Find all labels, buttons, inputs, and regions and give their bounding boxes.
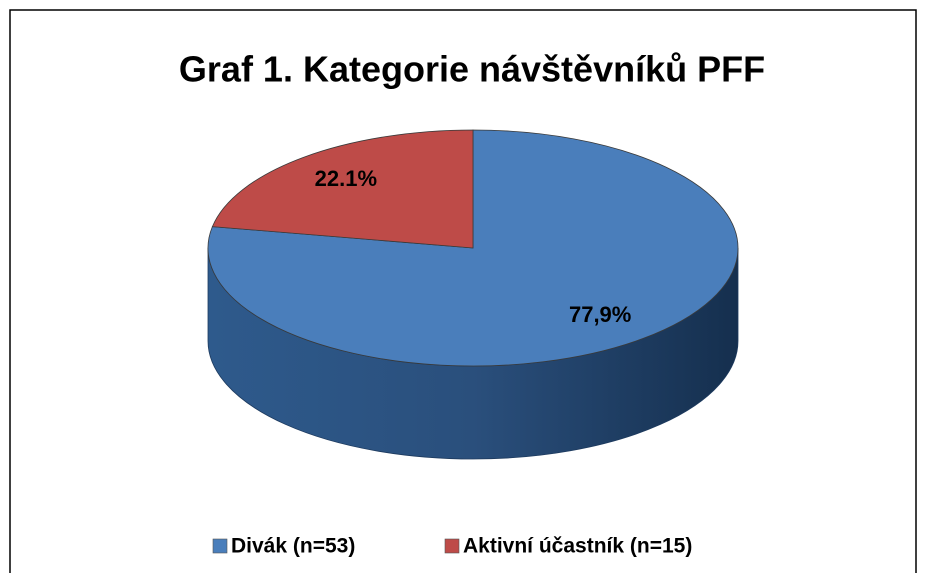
pie: 77,9% 22.1% bbox=[207, 129, 739, 460]
legend-swatch bbox=[212, 538, 228, 554]
slice bbox=[211, 129, 474, 249]
legend-label: Divák (n=53) bbox=[231, 535, 355, 558]
legend-swatch bbox=[444, 538, 460, 554]
legend-label: Aktivní účastník (n=15) bbox=[463, 535, 692, 558]
data-label: 77,9% bbox=[569, 302, 631, 327]
chart-title: Graf 1. Kategorie návštěvníků PFF bbox=[179, 49, 765, 90]
legend: Divák (n=53) Aktivní účastník (n=15) bbox=[212, 535, 692, 558]
data-label: 22.1% bbox=[315, 166, 377, 191]
